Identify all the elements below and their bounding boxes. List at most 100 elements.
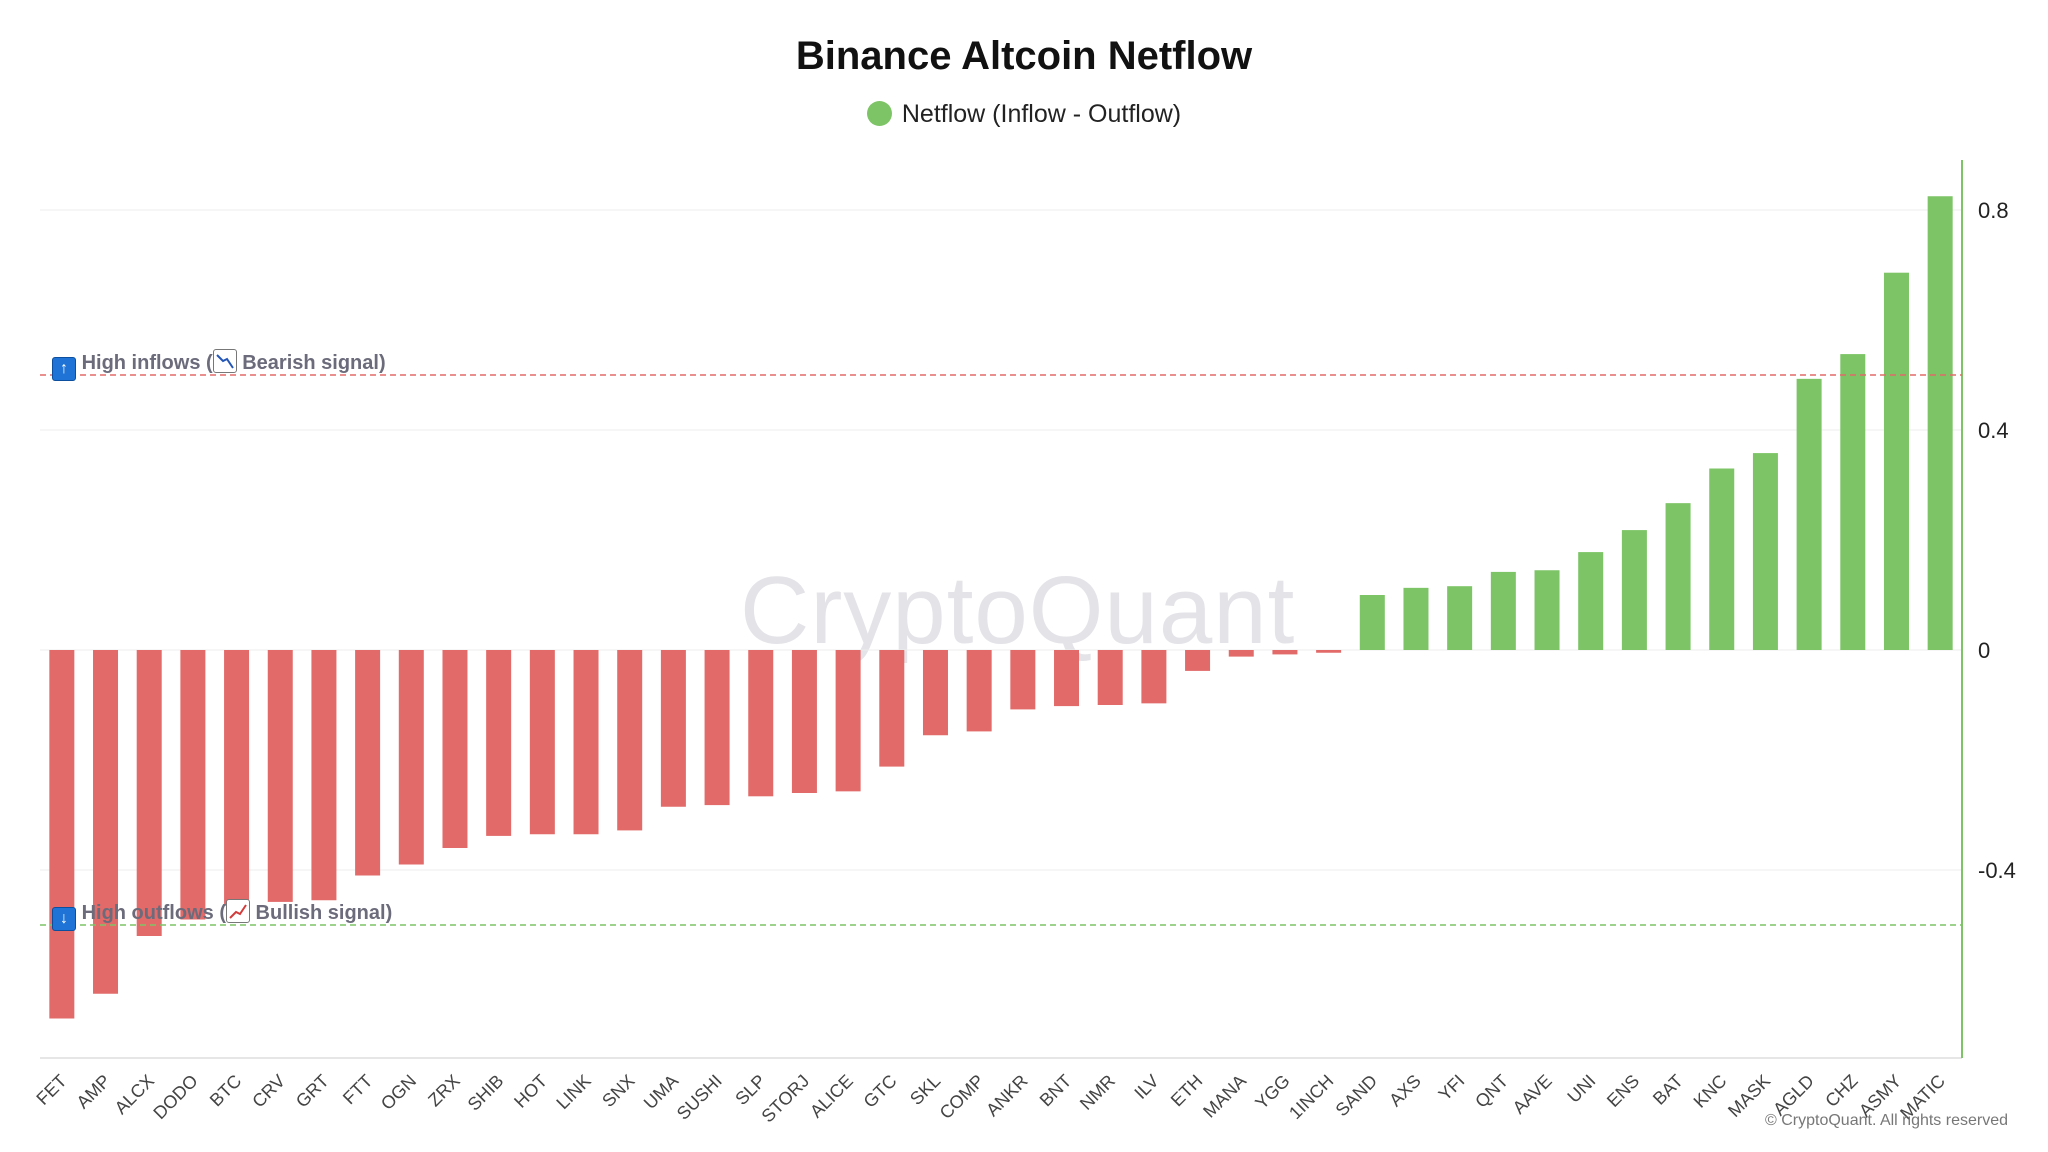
x-tick-label: SAND xyxy=(1332,1071,1382,1121)
bar-sushi xyxy=(704,650,730,806)
bar-gtc xyxy=(879,650,905,767)
legend[interactable]: Netflow (Inflow - Outflow) xyxy=(0,100,2048,129)
bar-grt xyxy=(311,650,337,901)
x-tick-label: SUSHI xyxy=(673,1071,726,1124)
reference-label-high-inflows: ↑ High inflows ( Bearish signal) xyxy=(52,349,386,381)
bar-1inch xyxy=(1316,650,1342,653)
x-tick-label: SKL xyxy=(906,1071,944,1109)
legend-label: Netflow (Inflow - Outflow) xyxy=(901,100,1182,128)
bar-matic xyxy=(1927,196,1953,650)
bar-slp xyxy=(748,650,774,797)
chart-increasing-icon xyxy=(225,899,250,923)
x-tick-label: LINK xyxy=(552,1071,594,1113)
x-tick-label: NMR xyxy=(1076,1071,1119,1114)
bar-crv xyxy=(267,650,293,902)
x-tick-label: ZRX xyxy=(424,1071,464,1111)
x-tick-label: GRT xyxy=(292,1071,333,1112)
x-tick-label: AXS xyxy=(1385,1071,1425,1111)
x-tick-label: OGN xyxy=(377,1071,420,1114)
down-arrow-icon: ↓ xyxy=(52,907,76,931)
x-tick-label: AMP xyxy=(73,1071,115,1113)
bar-skl xyxy=(922,650,948,736)
y-tick-label: 0.4 xyxy=(1978,418,2009,443)
bar-fet xyxy=(49,650,75,1019)
bar-snx xyxy=(617,650,643,831)
x-tick-label: GTC xyxy=(860,1071,901,1112)
bar-shib xyxy=(486,650,512,836)
up-arrow-icon: ↑ xyxy=(52,357,76,381)
x-tick-label: AAVE xyxy=(1509,1071,1556,1118)
reference-label-paren: Bullish signal xyxy=(255,902,386,924)
bar-nmr xyxy=(1097,650,1123,705)
bar-amp xyxy=(93,650,119,994)
bar-mana xyxy=(1228,650,1254,657)
bar-asmy xyxy=(1883,272,1909,650)
bar-eth xyxy=(1185,650,1211,671)
reference-label-main: High inflows xyxy=(81,352,201,374)
bar-alice xyxy=(835,650,861,792)
bar-yfi xyxy=(1447,586,1473,650)
x-tick-label: ALICE xyxy=(806,1071,857,1122)
x-tick-label: ENS xyxy=(1603,1071,1643,1111)
bar-bat xyxy=(1665,503,1691,650)
bar-hot xyxy=(529,650,555,835)
bar-comp xyxy=(966,650,992,732)
x-tick-label: HOT xyxy=(510,1071,551,1112)
bar-ens xyxy=(1621,530,1647,650)
bar-btc xyxy=(224,650,250,906)
bar-ilv xyxy=(1141,650,1167,704)
bar-qnt xyxy=(1490,571,1516,650)
x-tick-label: BTC xyxy=(206,1071,246,1111)
x-tick-label: BNT xyxy=(1036,1071,1076,1111)
y-tick-label: 0 xyxy=(1978,638,1990,663)
bar-uma xyxy=(660,650,686,807)
watermark: CryptoQuant xyxy=(740,557,1296,664)
x-tick-label: BAT xyxy=(1649,1071,1687,1109)
bar-aave xyxy=(1534,570,1560,650)
chart-title: Binance Altcoin Netflow xyxy=(795,34,1253,78)
x-tick-label: MANA xyxy=(1199,1071,1250,1122)
reference-label-paren: Bearish signal xyxy=(242,352,379,374)
legend-swatch xyxy=(866,101,892,126)
x-tick-label: YFI xyxy=(1435,1071,1469,1105)
bar-ygg xyxy=(1272,650,1298,655)
bar-chz xyxy=(1840,354,1866,650)
x-tick-label: SNX xyxy=(598,1071,638,1111)
x-tick-label: ETH xyxy=(1167,1071,1207,1111)
copyright: © CryptoQuant. All rights reserved xyxy=(1765,1112,2008,1129)
bar-mask xyxy=(1752,453,1778,650)
bar-zrx xyxy=(442,650,468,848)
reference-label-high-outflows: ↓ High outflows ( Bullish signal) xyxy=(52,899,392,931)
x-tick-label: FTT xyxy=(339,1071,376,1108)
y-tick-label: 0.8 xyxy=(1978,198,2009,223)
bar-ftt xyxy=(355,650,381,876)
x-tick-label: QNT xyxy=(1471,1071,1512,1112)
x-tick-label: ILV xyxy=(1130,1071,1162,1103)
x-tick-label: DODO xyxy=(149,1071,201,1123)
bar-storj xyxy=(791,650,817,793)
x-tick-label: FET xyxy=(32,1071,70,1109)
bar-agld xyxy=(1796,378,1822,650)
x-tick-label: CRV xyxy=(248,1071,289,1112)
bar-link xyxy=(573,650,599,835)
bar-knc xyxy=(1709,468,1735,650)
bar-uni xyxy=(1578,552,1604,650)
x-tick-label: 1INCH xyxy=(1285,1071,1337,1123)
y-tick-label: -0.4 xyxy=(1978,858,2016,883)
chart-decreasing-icon xyxy=(212,349,237,373)
bar-dodo xyxy=(180,650,206,920)
reference-label-main: High outflows xyxy=(81,902,214,924)
x-tick-label: ANKR xyxy=(982,1071,1032,1121)
bar-alcx xyxy=(136,650,162,936)
x-tick-label: STORJ xyxy=(758,1071,814,1127)
x-tick-label: COMP xyxy=(936,1071,988,1123)
bar-ogn xyxy=(398,650,424,865)
x-tick-label: SLP xyxy=(731,1071,769,1109)
bar-axs xyxy=(1403,587,1429,650)
bar-sand xyxy=(1359,595,1385,650)
x-tick-label: UNI xyxy=(1563,1071,1599,1107)
x-tick-label: SHIB xyxy=(464,1071,508,1115)
bar-ankr xyxy=(1010,650,1036,710)
bar-bnt xyxy=(1054,650,1080,707)
